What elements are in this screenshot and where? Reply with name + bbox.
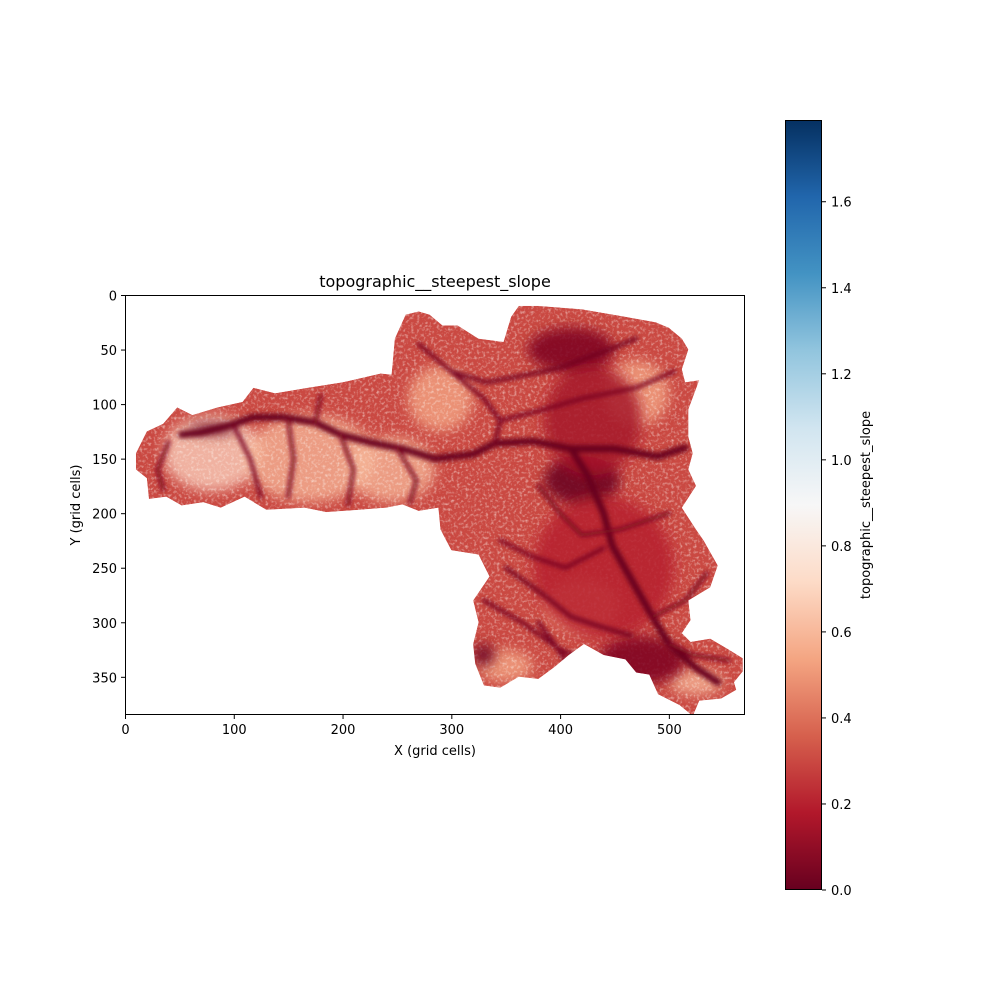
y-axis-label: Y (grid cells): [69, 465, 84, 547]
channel-line: [286, 418, 296, 499]
channel-line: [231, 423, 263, 499]
channel-line: [155, 440, 171, 492]
x-tick-label: 500: [657, 723, 682, 738]
y-tick-label: 300: [92, 617, 117, 632]
channel-line: [567, 445, 722, 686]
channel-network: [155, 336, 731, 686]
y-tick-label: 50: [100, 344, 117, 359]
low-slope-zone: [532, 496, 675, 639]
chart-title: topographic__steepest_slope: [319, 272, 551, 292]
x-tick-label: 0: [121, 723, 129, 738]
y-axis-ticks: 0 50 100 150 200 250 300 350: [92, 290, 125, 686]
colorbar-tick-label: 1.2: [831, 368, 852, 383]
y-tick-label: 0: [109, 290, 117, 305]
colorbar-tick-label: 1.0: [831, 454, 852, 469]
channel-line: [498, 369, 677, 423]
x-tick-label: 400: [548, 723, 573, 738]
low-slope-zone: [543, 365, 642, 476]
channel-line: [416, 342, 503, 446]
channel-line: [449, 336, 639, 385]
colorbar-gradient: [785, 120, 822, 890]
colorbar-tick-label: 0.0: [831, 884, 852, 899]
y-tick-label: 350: [92, 671, 117, 686]
colorbar-tick-label: 0.2: [831, 798, 852, 813]
colorbar-ticks: 0.0 0.2 0.4 0.6 0.8 1.0 1.2 1.4 1.6: [822, 196, 852, 899]
colorbar-tick-label: 0.4: [831, 712, 852, 727]
channel-line: [536, 483, 671, 537]
channel-line: [536, 620, 568, 663]
channel-line: [394, 445, 419, 505]
axes-frame: [125, 295, 745, 715]
x-axis-label: X (grid cells): [394, 744, 476, 759]
y-tick-label: 250: [92, 562, 117, 577]
y-tick-label: 100: [92, 399, 117, 414]
heatmap-plot-area: [125, 295, 745, 715]
low-slope-zone: [473, 644, 495, 666]
x-axis-ticks: 0 100 200 300 400 500: [121, 715, 682, 738]
colorbar-tick-label: 0.6: [831, 626, 852, 641]
channel-line: [650, 571, 709, 619]
colorbar: 0.0 0.2 0.4 0.6 0.8 1.0 1.2 1.4 1.6 topographic_…: [785, 120, 874, 899]
low-slope-zone: [527, 327, 615, 372]
colorbar-tick-label: 1.4: [831, 282, 852, 297]
colorbar-frame: [785, 120, 822, 890]
colorbar-tick-label: 0.8: [831, 540, 852, 555]
channel-line: [666, 642, 731, 663]
x-tick-label: 300: [439, 723, 464, 738]
x-tick-label: 200: [331, 723, 356, 738]
colorbar-tick-label: 1.6: [831, 196, 852, 211]
x-tick-label: 100: [222, 723, 247, 738]
channel-line: [503, 565, 633, 638]
y-tick-label: 200: [92, 508, 117, 523]
channel-line: [178, 413, 689, 463]
channel-line: [313, 393, 323, 425]
colorbar-label: topographic__steepest_slope: [859, 411, 874, 599]
channel-line: [338, 432, 356, 507]
y-tick-label: 150: [92, 453, 117, 468]
channel-line: [498, 538, 606, 570]
